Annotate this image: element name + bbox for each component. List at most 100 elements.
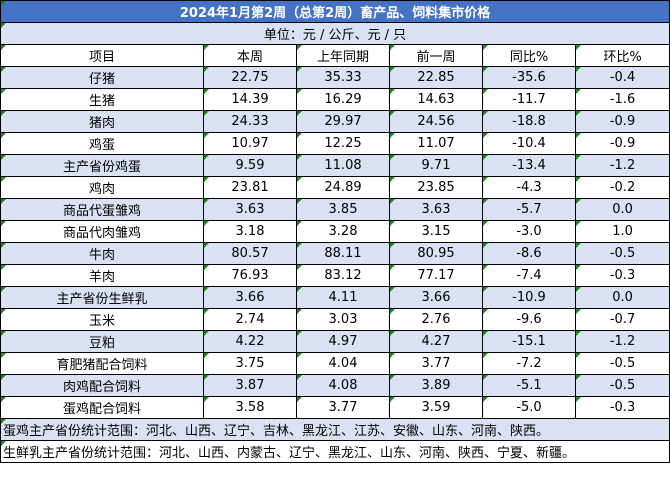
cell-wow[interactable]: 1.0 bbox=[574, 220, 670, 243]
table-title[interactable]: 2024年1月第2周（总第2周）畜产品、饲料集市价格 bbox=[0, 0, 670, 23]
cell-item[interactable]: 仔猪 bbox=[0, 66, 204, 89]
cell-prev-week[interactable]: 23.85 bbox=[389, 176, 483, 199]
cell-last-year[interactable]: 88.11 bbox=[296, 242, 390, 265]
note-milk-provinces[interactable]: 生鲜乳主产省份统计范围：河北、山西、内蒙古、辽宁、黑龙江、山东、河南、陕西、宁夏… bbox=[0, 440, 670, 463]
cell-prev-week[interactable]: 4.27 bbox=[389, 330, 483, 353]
cell-yoy[interactable]: -7.2 bbox=[482, 352, 576, 375]
cell-prev-week[interactable]: 22.85 bbox=[389, 66, 483, 89]
cell-item[interactable]: 牛肉 bbox=[0, 242, 204, 265]
cell-last-year[interactable]: 35.33 bbox=[296, 66, 390, 89]
cell-wow[interactable]: -1.2 bbox=[574, 330, 670, 353]
cell-this-week[interactable]: 3.58 bbox=[203, 396, 297, 419]
cell-item[interactable]: 玉米 bbox=[0, 308, 204, 331]
cell-this-week[interactable]: 22.75 bbox=[203, 66, 297, 89]
cell-prev-week[interactable]: 77.17 bbox=[389, 264, 483, 287]
cell-prev-week[interactable]: 3.15 bbox=[389, 220, 483, 243]
cell-last-year[interactable]: 3.77 bbox=[296, 396, 390, 419]
cell-item[interactable]: 主产省份生鲜乳 bbox=[0, 286, 204, 309]
cell-wow[interactable]: -0.2 bbox=[574, 176, 670, 199]
header-wow[interactable]: 环比% bbox=[574, 44, 670, 67]
cell-prev-week[interactable]: 11.07 bbox=[389, 132, 483, 155]
cell-item[interactable]: 商品代蛋雏鸡 bbox=[0, 198, 204, 221]
cell-item[interactable]: 商品代肉雏鸡 bbox=[0, 220, 204, 243]
cell-yoy[interactable]: -9.6 bbox=[482, 308, 576, 331]
cell-prev-week[interactable]: 2.76 bbox=[389, 308, 483, 331]
cell-wow[interactable]: -1.2 bbox=[574, 154, 670, 177]
note-egg-provinces[interactable]: 蛋鸡主产省份统计范围：河北、山西、辽宁、吉林、黑龙江、江苏、安徽、山东、河南、陕… bbox=[0, 418, 670, 441]
cell-last-year[interactable]: 4.97 bbox=[296, 330, 390, 353]
cell-yoy[interactable]: -7.4 bbox=[482, 264, 576, 287]
cell-prev-week[interactable]: 3.77 bbox=[389, 352, 483, 375]
cell-last-year[interactable]: 83.12 bbox=[296, 264, 390, 287]
cell-item[interactable]: 鸡蛋 bbox=[0, 132, 204, 155]
cell-yoy[interactable]: -5.7 bbox=[482, 198, 576, 221]
cell-wow[interactable]: 0.0 bbox=[574, 198, 670, 221]
header-this-week[interactable]: 本周 bbox=[203, 44, 297, 67]
cell-wow[interactable]: -0.4 bbox=[574, 66, 670, 89]
cell-this-week[interactable]: 3.63 bbox=[203, 198, 297, 221]
cell-prev-week[interactable]: 80.95 bbox=[389, 242, 483, 265]
cell-this-week[interactable]: 4.22 bbox=[203, 330, 297, 353]
cell-item[interactable]: 育肥猪配合饲料 bbox=[0, 352, 204, 375]
cell-this-week[interactable]: 3.87 bbox=[203, 374, 297, 397]
cell-wow[interactable]: -0.5 bbox=[574, 242, 670, 265]
cell-last-year[interactable]: 16.29 bbox=[296, 88, 390, 111]
cell-this-week[interactable]: 2.74 bbox=[203, 308, 297, 331]
cell-wow[interactable]: -0.7 bbox=[574, 308, 670, 331]
cell-last-year[interactable]: 4.04 bbox=[296, 352, 390, 375]
cell-last-year[interactable]: 12.25 bbox=[296, 132, 390, 155]
cell-item[interactable]: 肉鸡配合饲料 bbox=[0, 374, 204, 397]
cell-this-week[interactable]: 24.33 bbox=[203, 110, 297, 133]
cell-yoy[interactable]: -3.0 bbox=[482, 220, 576, 243]
cell-this-week[interactable]: 3.75 bbox=[203, 352, 297, 375]
cell-wow[interactable]: -0.5 bbox=[574, 352, 670, 375]
cell-wow[interactable]: -1.6 bbox=[574, 88, 670, 111]
cell-yoy[interactable]: -13.4 bbox=[482, 154, 576, 177]
cell-prev-week[interactable]: 3.59 bbox=[389, 396, 483, 419]
cell-yoy[interactable]: -5.0 bbox=[482, 396, 576, 419]
cell-yoy[interactable]: -11.7 bbox=[482, 88, 576, 111]
cell-item[interactable]: 猪肉 bbox=[0, 110, 204, 133]
header-yoy[interactable]: 同比% bbox=[482, 44, 576, 67]
cell-last-year[interactable]: 3.28 bbox=[296, 220, 390, 243]
cell-prev-week[interactable]: 3.66 bbox=[389, 286, 483, 309]
cell-this-week[interactable]: 10.97 bbox=[203, 132, 297, 155]
cell-this-week[interactable]: 3.18 bbox=[203, 220, 297, 243]
cell-yoy[interactable]: -18.8 bbox=[482, 110, 576, 133]
cell-last-year[interactable]: 3.85 bbox=[296, 198, 390, 221]
cell-wow[interactable]: -0.9 bbox=[574, 110, 670, 133]
cell-yoy[interactable]: -10.4 bbox=[482, 132, 576, 155]
cell-last-year[interactable]: 4.08 bbox=[296, 374, 390, 397]
cell-last-year[interactable]: 29.97 bbox=[296, 110, 390, 133]
header-prev-week[interactable]: 前一周 bbox=[389, 44, 483, 67]
cell-this-week[interactable]: 3.66 bbox=[203, 286, 297, 309]
cell-prev-week[interactable]: 3.89 bbox=[389, 374, 483, 397]
cell-wow[interactable]: -0.9 bbox=[574, 132, 670, 155]
cell-this-week[interactable]: 9.59 bbox=[203, 154, 297, 177]
cell-last-year[interactable]: 11.08 bbox=[296, 154, 390, 177]
cell-this-week[interactable]: 76.93 bbox=[203, 264, 297, 287]
unit-label[interactable]: 单位：元 / 公斤、元 / 只 bbox=[0, 22, 670, 45]
cell-prev-week[interactable]: 9.71 bbox=[389, 154, 483, 177]
cell-prev-week[interactable]: 14.63 bbox=[389, 88, 483, 111]
cell-item[interactable]: 生猪 bbox=[0, 88, 204, 111]
cell-this-week[interactable]: 23.81 bbox=[203, 176, 297, 199]
cell-yoy[interactable]: -4.3 bbox=[482, 176, 576, 199]
cell-yoy[interactable]: -10.9 bbox=[482, 286, 576, 309]
cell-last-year[interactable]: 3.03 bbox=[296, 308, 390, 331]
cell-this-week[interactable]: 14.39 bbox=[203, 88, 297, 111]
header-item[interactable]: 项目 bbox=[0, 44, 204, 67]
cell-yoy[interactable]: -15.1 bbox=[482, 330, 576, 353]
cell-wow[interactable]: -0.3 bbox=[574, 264, 670, 287]
cell-yoy[interactable]: -8.6 bbox=[482, 242, 576, 265]
cell-prev-week[interactable]: 3.63 bbox=[389, 198, 483, 221]
cell-this-week[interactable]: 80.57 bbox=[203, 242, 297, 265]
cell-yoy[interactable]: -5.1 bbox=[482, 374, 576, 397]
header-last-year[interactable]: 上年同期 bbox=[296, 44, 390, 67]
cell-last-year[interactable]: 4.11 bbox=[296, 286, 390, 309]
cell-item[interactable]: 豆粕 bbox=[0, 330, 204, 353]
cell-wow[interactable]: 0.0 bbox=[574, 286, 670, 309]
cell-wow[interactable]: -0.3 bbox=[574, 396, 670, 419]
cell-yoy[interactable]: -35.6 bbox=[482, 66, 576, 89]
cell-item[interactable]: 蛋鸡配合饲料 bbox=[0, 396, 204, 419]
